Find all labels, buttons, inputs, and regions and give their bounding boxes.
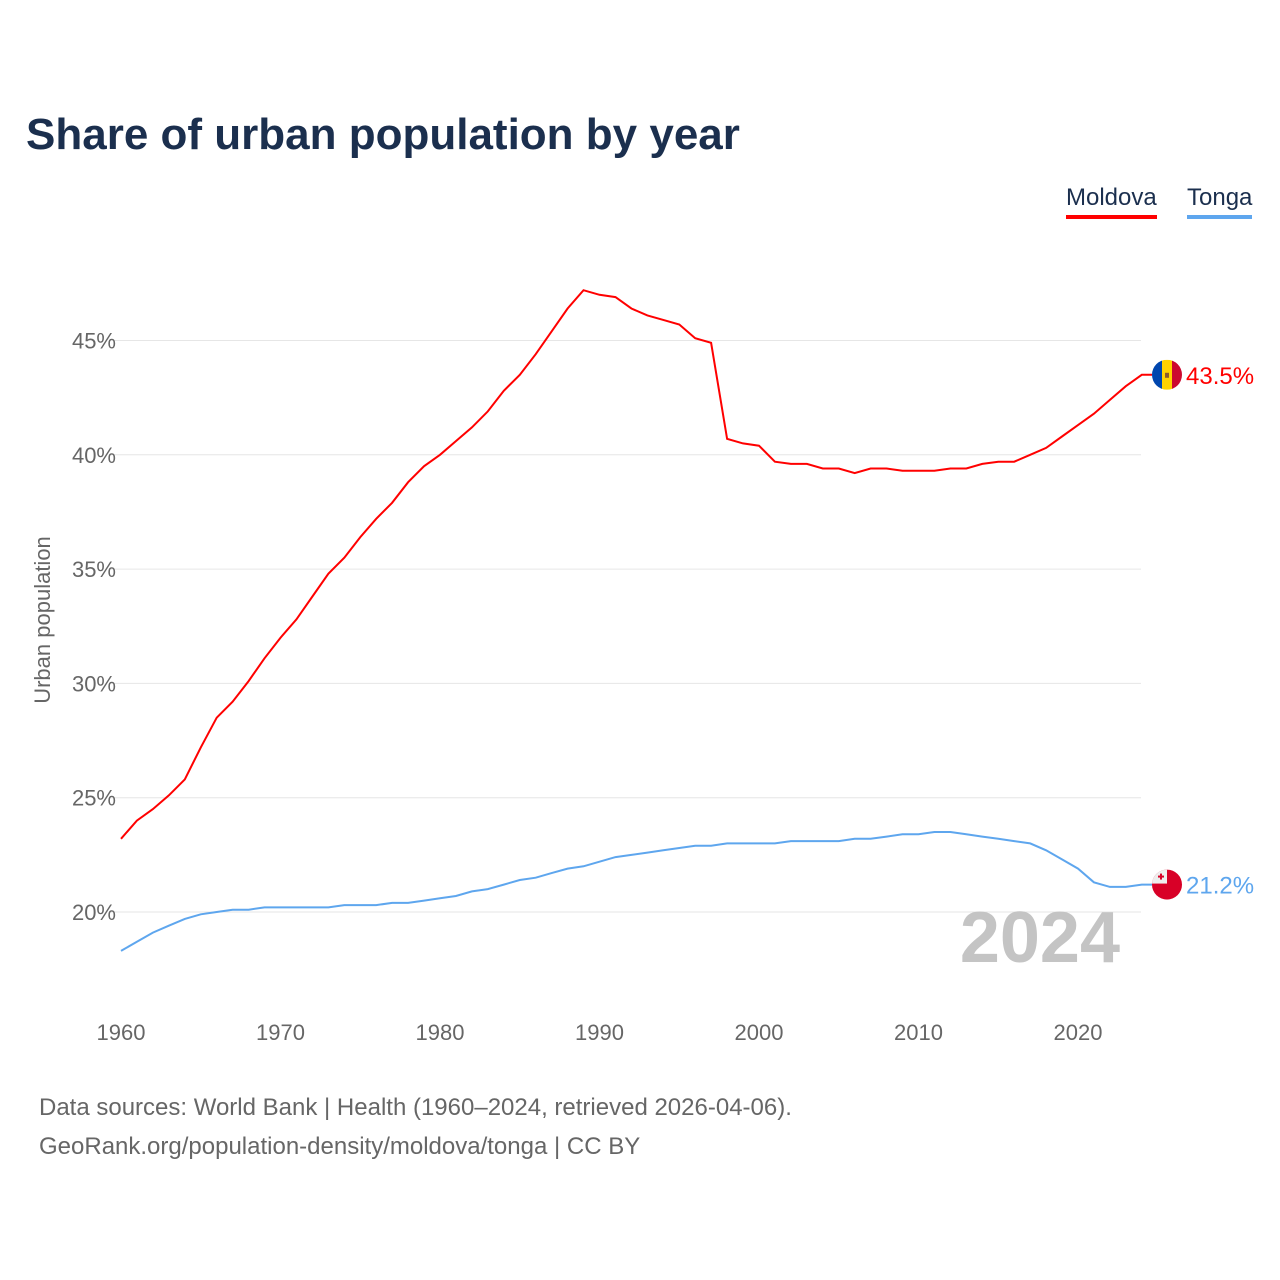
y-tick-label: 40% bbox=[72, 443, 116, 468]
source-line-2[interactable]: GeoRank.org/population-density/moldova/t… bbox=[39, 1133, 641, 1160]
moldova-flag-icon bbox=[1152, 359, 1182, 390]
y-axis-label: Urban population bbox=[30, 536, 55, 704]
source-line-1: Data sources: World Bank | Health (1960–… bbox=[39, 1094, 792, 1121]
x-tick-label: 2020 bbox=[1054, 1020, 1103, 1045]
tonga-flag-icon bbox=[1152, 869, 1182, 900]
end-value-label-tonga: 21.2% bbox=[1186, 873, 1254, 900]
y-tick-label: 30% bbox=[72, 671, 116, 696]
y-tick-label: 35% bbox=[72, 557, 116, 582]
x-tick-label: 1980 bbox=[416, 1020, 465, 1045]
legend-moldova[interactable]: Moldova bbox=[1066, 184, 1157, 219]
x-tick-label: 2000 bbox=[735, 1020, 784, 1045]
x-tick-label: 1960 bbox=[97, 1020, 146, 1045]
x-tick-label: 1970 bbox=[256, 1020, 305, 1045]
y-tick-label: 20% bbox=[72, 900, 116, 925]
y-tick-label: 25% bbox=[72, 786, 116, 811]
chart-title: Share of urban population by year bbox=[26, 110, 740, 159]
legend-tonga[interactable]: Tonga bbox=[1187, 184, 1253, 219]
y-tick-label: 45% bbox=[72, 329, 116, 354]
source-note: Data sources: World Bank | Health (1960–… bbox=[39, 1088, 792, 1166]
series-line-tonga[interactable] bbox=[120, 831, 1152, 952]
series-line-moldova[interactable] bbox=[120, 289, 1152, 840]
end-value-label-moldova: 43.5% bbox=[1186, 363, 1254, 390]
current-year-label: 2024 bbox=[960, 898, 1120, 978]
x-tick-label: 1990 bbox=[575, 1020, 624, 1045]
x-tick-label: 2010 bbox=[894, 1020, 943, 1045]
